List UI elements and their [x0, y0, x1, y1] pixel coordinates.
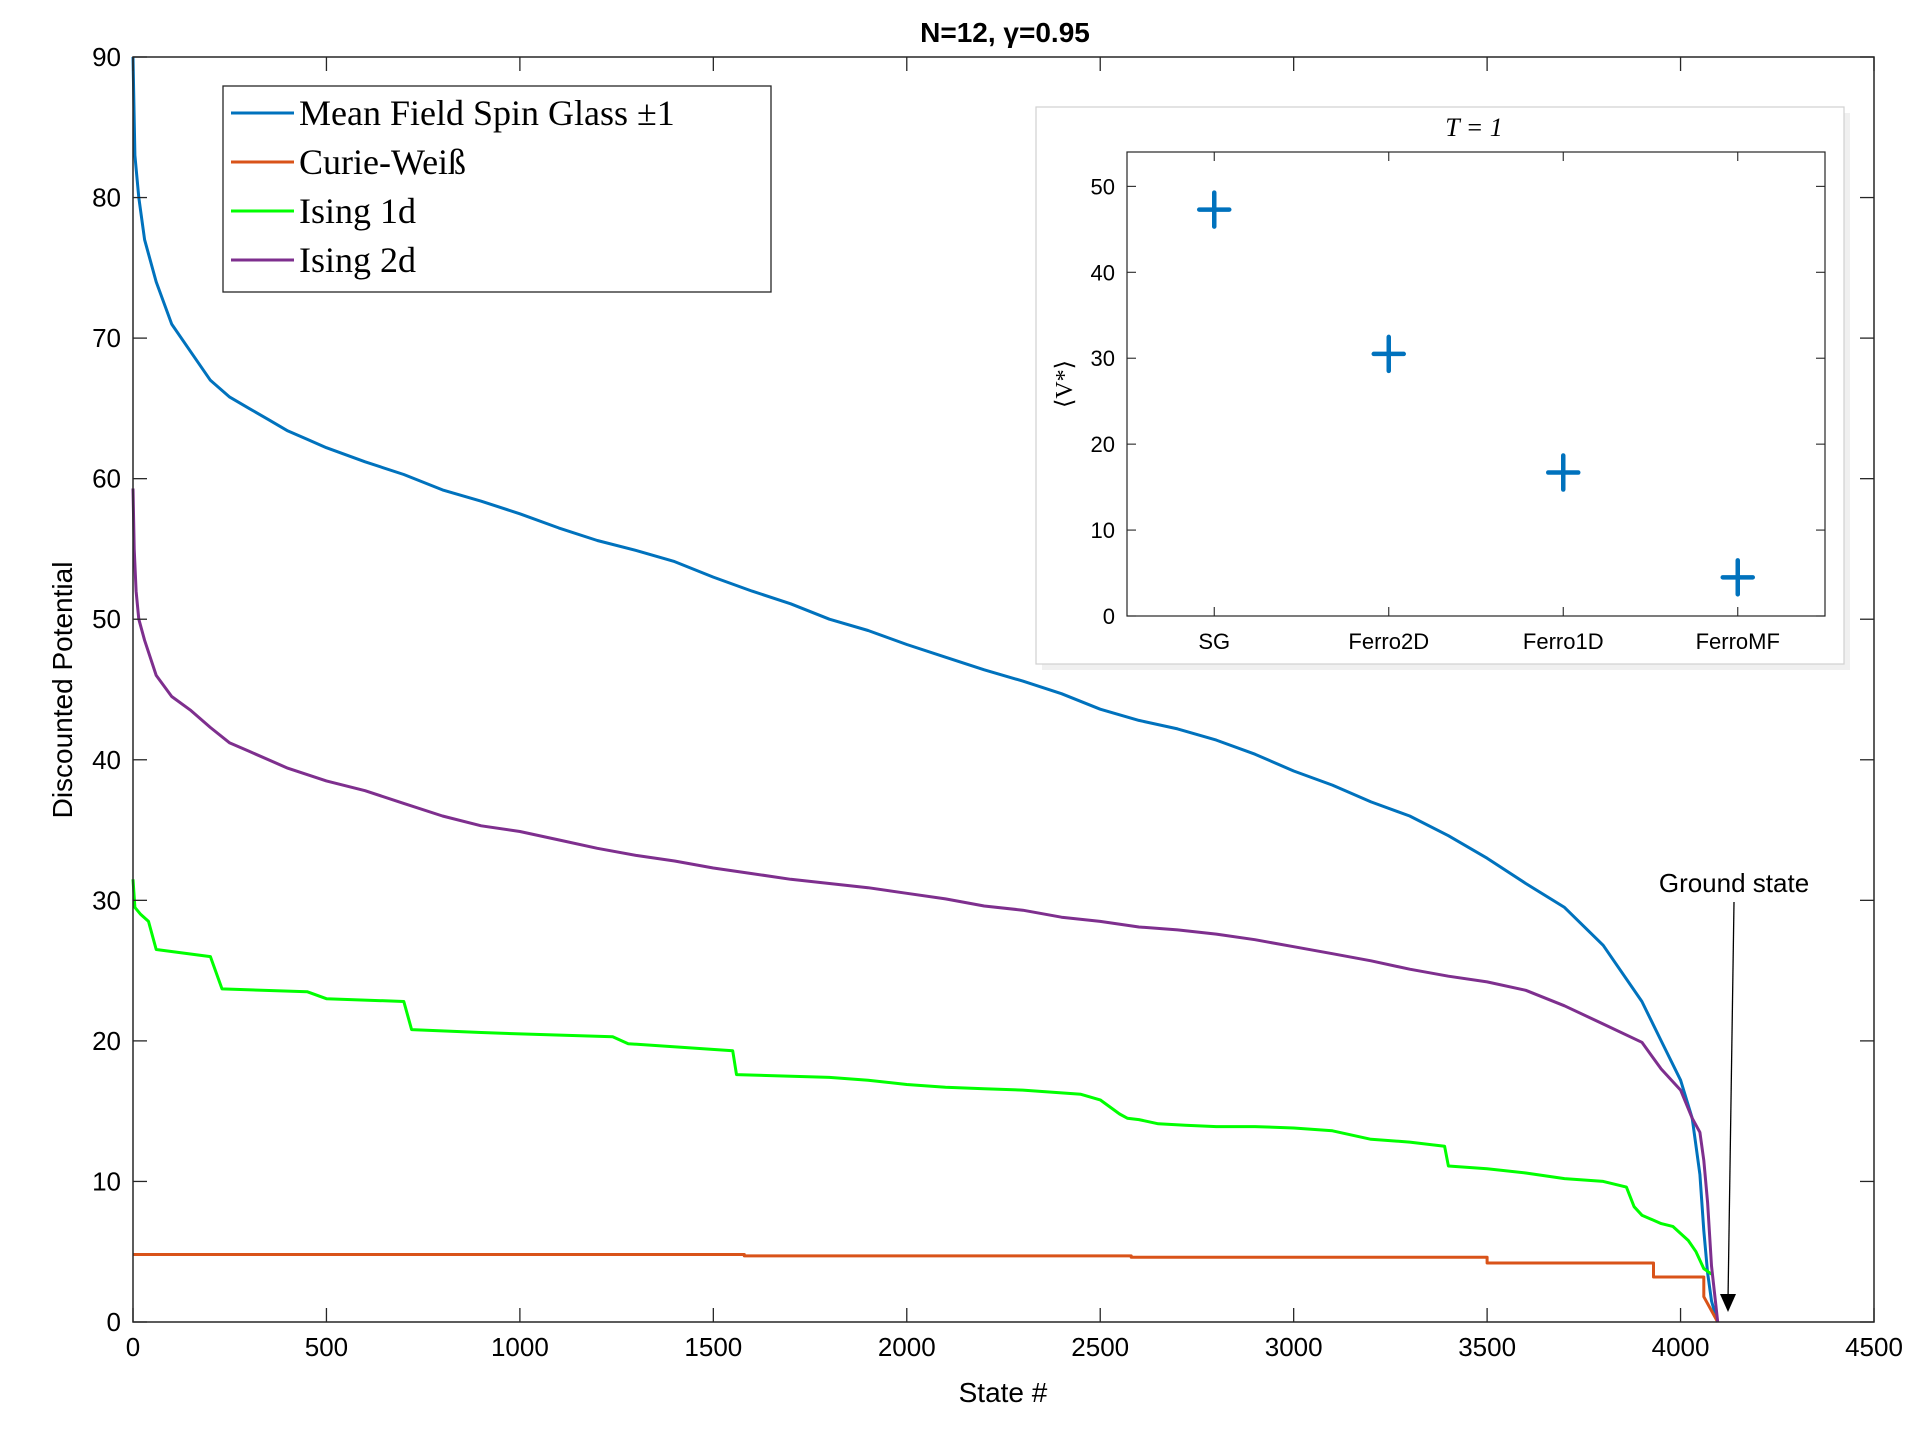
inset-point-SG [1197, 190, 1232, 229]
x-axis-label: State # [959, 1377, 1048, 1408]
inset-x-tick-label: Ferro2D [1348, 629, 1429, 654]
x-tick-label: 1000 [491, 1332, 549, 1362]
y-tick-label: 30 [92, 885, 121, 915]
series-line-3 [131, 488, 1720, 1323]
legend-label-2: Ising 1d [299, 191, 416, 231]
series-line-0 [131, 56, 1720, 1323]
y-axis-label: Discounted Potential [47, 562, 78, 819]
series-line-2 [131, 879, 1713, 1276]
y-tick-label: 50 [92, 604, 121, 634]
y-tick-label: 10 [92, 1166, 121, 1196]
inset-y-tick-label: 30 [1091, 346, 1115, 371]
legend-label-3: Ising 2d [299, 240, 416, 280]
main-y-ticks: 0 10 20 30 40 50 60 70 80 90 [92, 42, 1874, 1337]
main-x-ticks: 0 500 1000 1500 2000 2500 3000 3500 4000 4500 [126, 57, 1903, 1362]
inset-x-tick-label: SG [1198, 629, 1230, 654]
x-tick-label: 2000 [878, 1332, 936, 1362]
inset-y-tick-label: 0 [1103, 604, 1115, 629]
inset-x-tick-label: Ferro1D [1523, 629, 1604, 654]
x-tick-label: 3500 [1458, 1332, 1516, 1362]
annotation-arrow-line [1727, 901, 1735, 1301]
inset-point-FerroMF [1720, 558, 1755, 597]
y-tick-label: 70 [92, 323, 121, 353]
legend-label-1: Curie-Weiß [299, 142, 466, 182]
x-tick-label: 3000 [1265, 1332, 1323, 1362]
y-tick-label: 60 [92, 464, 121, 494]
y-tick-label: 80 [92, 183, 121, 213]
inset-chart: T = 1 0 10 20 30 40 50 SG Ferro2D Ferro1D FerroM… [1035, 106, 1850, 670]
series-line-1 [133, 1253, 1720, 1323]
main-axes-box [132, 56, 1875, 1323]
inset-y-tick-label: 10 [1091, 518, 1115, 543]
x-tick-label: 2500 [1071, 1332, 1129, 1362]
inset-x-ticks: SG Ferro2D Ferro1D FerroMF [1198, 152, 1780, 654]
y-tick-label: 0 [107, 1307, 121, 1337]
legend: Mean Field Spin Glass ±1 Curie-Weiß Ising … [222, 85, 772, 293]
inset-points [1197, 190, 1755, 597]
main-series-lines [131, 56, 1720, 1323]
chart-title: N=12, γ=0.95 [920, 17, 1090, 48]
annotation-arrow-head [1720, 1294, 1736, 1312]
inset-y-tick-label: 40 [1091, 260, 1115, 285]
ground-state-label: Ground state [1659, 868, 1809, 898]
inset-y-ticks: 0 10 20 30 40 50 [1091, 174, 1825, 629]
inset-y-tick-label: 50 [1091, 174, 1115, 199]
inset-x-tick-label: FerroMF [1696, 629, 1780, 654]
main-plot: 0 500 1000 1500 2000 2500 3000 3500 4000 4500 010… [92, 42, 1903, 1362]
inset-panel [1035, 106, 1845, 665]
x-tick-label: 4000 [1652, 1332, 1710, 1362]
inset-point-Ferro1D [1546, 453, 1581, 492]
x-tick-label: 1500 [684, 1332, 742, 1362]
y-tick-label: 90 [92, 42, 121, 72]
x-tick-label: 0 [126, 1332, 140, 1362]
legend-label-0: Mean Field Spin Glass ±1 [299, 93, 675, 133]
x-tick-label: 4500 [1845, 1332, 1903, 1362]
inset-axes-box [1126, 151, 1826, 617]
inset-y-axis-label: ⟨V*⟩ [1052, 360, 1078, 408]
legend-box [222, 85, 772, 293]
inset-point-Ferro2D [1371, 334, 1406, 374]
y-tick-label: 20 [92, 1026, 121, 1056]
x-tick-label: 500 [305, 1332, 348, 1362]
inset-title: T = 1 [1445, 113, 1503, 142]
ground-state-annotation: Ground state [1659, 868, 1809, 1312]
inset-y-tick-label: 20 [1091, 432, 1115, 457]
y-tick-label: 40 [92, 745, 121, 775]
